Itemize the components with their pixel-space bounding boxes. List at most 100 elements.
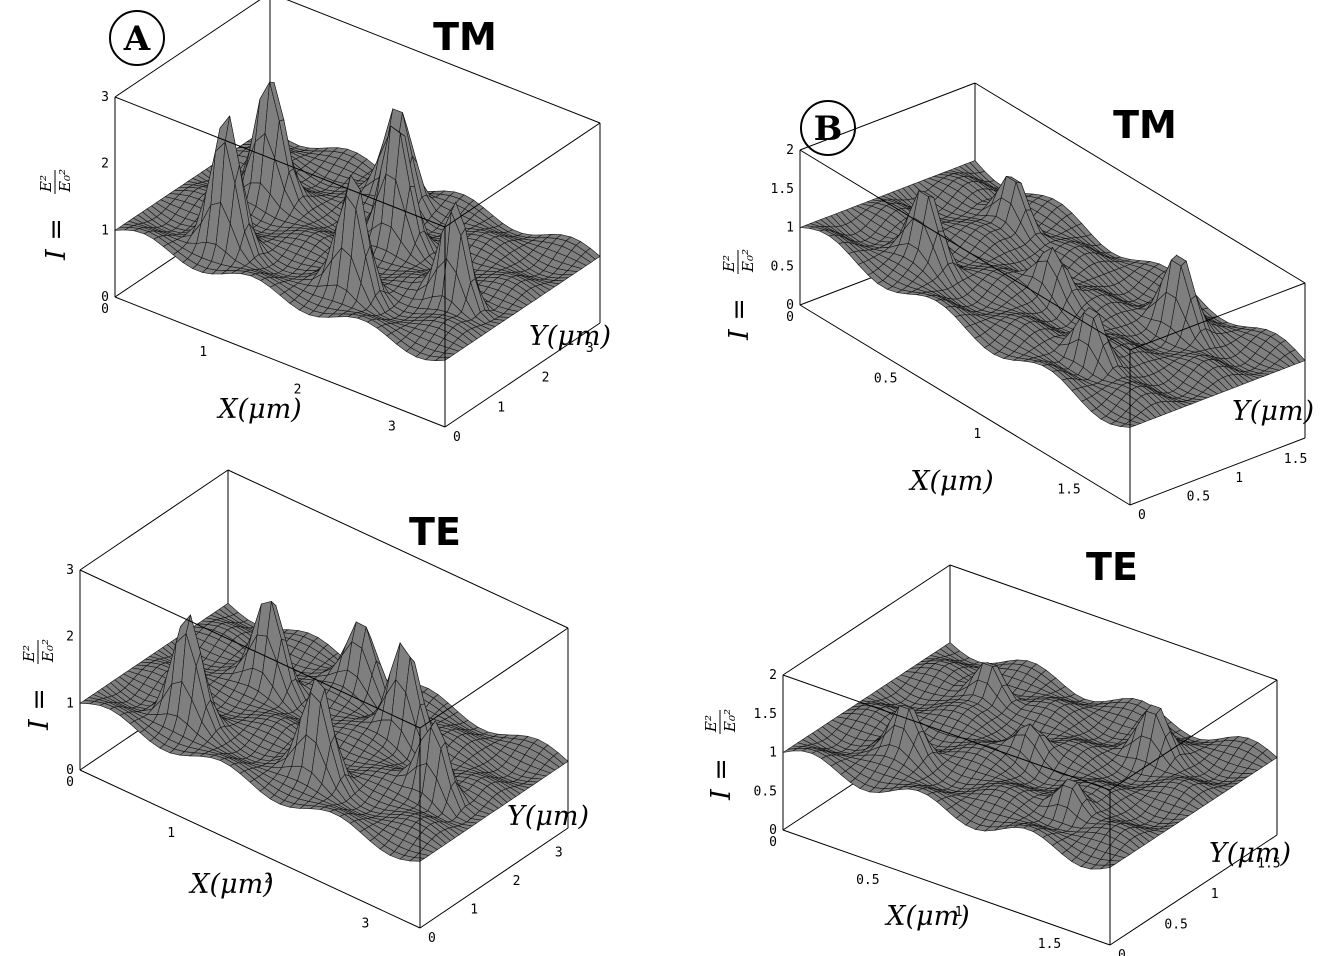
x-tick-labels: 0 1 2 3 <box>101 302 396 434</box>
z-tick-label: 3 <box>101 90 109 105</box>
box-edge <box>974 82 1306 284</box>
x-tick-labels: 00.511.5 <box>769 835 1061 952</box>
x-tick-label: 1 <box>199 345 207 360</box>
box-edge <box>1109 679 1278 791</box>
box-edge <box>114 296 446 428</box>
surface-cell <box>1100 864 1116 870</box>
box-edge <box>782 829 1111 946</box>
y-tick-label: 1.5 <box>1257 856 1280 871</box>
z-axis-label-numerator: E² <box>720 255 738 273</box>
x-tick-label: 0 <box>101 302 109 317</box>
z-tick-labels: 00.511.52 <box>771 143 794 313</box>
box-edge <box>114 96 446 228</box>
z-axis-label: I = E² E₀² <box>20 639 57 731</box>
z-tick-label: 0.5 <box>754 784 777 799</box>
x-tick-label: 1 <box>167 826 175 841</box>
badge-circle <box>109 10 165 66</box>
panel-badge-b: B <box>800 100 856 156</box>
z-tick-label: 0 <box>101 290 109 305</box>
y-tick-label: 0 <box>453 430 461 445</box>
panel-b-tm: B TM 00.511.52 00.511.5 00.511.5 X(μm) Y… <box>720 82 1314 523</box>
z-tick-label: 1 <box>66 696 74 711</box>
z-axis-label-numerator: E² <box>20 645 38 663</box>
y-tick-label: 2 <box>542 371 550 386</box>
y-tick-label: 0 <box>1138 508 1146 523</box>
y-axis-label: Y(μm) <box>1209 838 1291 869</box>
z-tick-label: 1.5 <box>771 182 794 197</box>
chart-title: TE <box>409 510 461 554</box>
x-axis-label: X(μm) <box>216 394 301 425</box>
y-tick-label: 3 <box>555 845 563 860</box>
bounding-box-front <box>79 569 569 929</box>
box-edge <box>799 304 1131 506</box>
y-tick-label: 1.5 <box>1284 452 1307 467</box>
x-tick-label: 0 <box>769 835 777 850</box>
z-tick-label: 2 <box>66 630 74 645</box>
x-tick-label: 0.5 <box>874 372 897 387</box>
surface-mesh <box>799 160 1306 428</box>
box-edge <box>1109 834 1278 946</box>
z-axis-label-denominator: E₀² <box>56 169 74 193</box>
y-tick-label: 1 <box>1211 887 1219 902</box>
z-axis-label-lhs: I = <box>24 688 55 731</box>
bounding-box-front <box>114 96 601 428</box>
y-tick-labels: 0 0.5 1 1.5 <box>1118 856 1281 956</box>
z-axis-label-lhs: I = <box>41 218 72 261</box>
x-tick-label: 1 <box>973 427 981 442</box>
panel-b-te: TE 00.511.52 00.511.5 00.511.5 X(μm) Y(μ… <box>702 545 1291 956</box>
z-axis-label-denominator: E₀² <box>721 709 739 733</box>
x-tick-label: 0 <box>66 775 74 790</box>
box-edge <box>286 0 601 124</box>
y-axis-label: Y(μm) <box>529 321 611 352</box>
y-tick-label: 1 <box>1235 471 1243 486</box>
badge-letter: A <box>123 19 151 59</box>
y-axis-label: Y(μm) <box>1232 396 1314 427</box>
z-tick-label: 2 <box>786 143 794 158</box>
x-tick-label: 1.5 <box>1038 937 1061 952</box>
y-tick-label: 1 <box>497 400 505 415</box>
z-tick-label: 0 <box>66 763 74 778</box>
box-edge <box>79 769 421 929</box>
z-axis-label-lhs: I = <box>706 758 737 801</box>
x-tick-label: 3 <box>362 916 370 931</box>
z-tick-label: 3 <box>66 563 74 578</box>
x-tick-label: 1.5 <box>1057 483 1080 498</box>
x-tick-label: 3 <box>388 419 396 434</box>
box-edge <box>79 569 421 729</box>
z-tick-label: 1 <box>101 223 109 238</box>
z-tick-label: 2 <box>769 668 777 683</box>
x-tick-label: 2 <box>264 871 272 886</box>
z-axis-label: I = E² E₀² <box>37 169 74 261</box>
surface-mesh <box>79 600 569 862</box>
x-axis-label: X(μm) <box>908 466 993 497</box>
y-tick-label: 0.5 <box>1187 489 1210 504</box>
z-tick-label: 0 <box>786 298 794 313</box>
surface-mesh <box>782 642 1278 870</box>
x-tick-label: 2 <box>294 382 302 397</box>
box-edge <box>79 469 229 571</box>
z-tick-label: 1 <box>786 221 794 236</box>
z-axis-label-denominator: E₀² <box>39 639 57 663</box>
z-axis-label-lhs: I = <box>724 298 755 341</box>
box-edge <box>444 322 601 428</box>
box-edge <box>419 827 569 929</box>
panel-a-tm: A TM 0 1 2 3 0 1 2 3 0 1 2 3 X(μm) Y(μm) I = E² E… <box>37 0 611 445</box>
surface-cell <box>434 356 451 362</box>
z-tick-label: 1.5 <box>754 707 777 722</box>
y-tick-label: 0.5 <box>1164 917 1187 932</box>
y-tick-label: 2 <box>513 874 521 889</box>
x-tick-label: 0.5 <box>856 873 879 888</box>
y-tick-label: 1 <box>470 902 478 917</box>
bounding-box-front <box>782 674 1278 946</box>
z-axis-label-denominator: E₀² <box>739 249 757 273</box>
y-tick-label: 0 <box>1118 948 1126 956</box>
box-edge <box>782 564 951 676</box>
chart-title: TM <box>433 15 497 59</box>
box-edge <box>799 82 976 151</box>
badge-circle <box>800 100 856 156</box>
box-edge <box>419 627 569 729</box>
z-tick-label: 1 <box>769 746 777 761</box>
panel-badge-a: A <box>109 10 165 66</box>
